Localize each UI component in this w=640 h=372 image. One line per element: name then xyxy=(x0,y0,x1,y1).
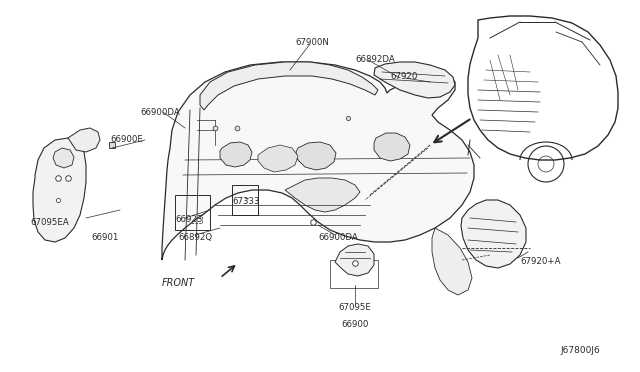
Polygon shape xyxy=(200,62,378,110)
Polygon shape xyxy=(33,138,86,242)
Text: 67333: 67333 xyxy=(232,197,259,206)
Polygon shape xyxy=(374,62,455,98)
Text: 66900DA: 66900DA xyxy=(140,108,180,117)
Polygon shape xyxy=(220,142,252,167)
Polygon shape xyxy=(432,228,472,295)
Polygon shape xyxy=(461,200,526,268)
Text: 66900E: 66900E xyxy=(110,135,143,144)
Text: J67800J6: J67800J6 xyxy=(560,346,600,355)
Polygon shape xyxy=(162,62,474,260)
Text: 67920: 67920 xyxy=(390,72,417,81)
Text: 66900DA: 66900DA xyxy=(318,233,358,242)
Polygon shape xyxy=(258,145,298,172)
Text: FRONT: FRONT xyxy=(162,278,195,288)
Polygon shape xyxy=(68,128,100,152)
Polygon shape xyxy=(53,148,74,168)
Polygon shape xyxy=(374,133,410,161)
Polygon shape xyxy=(285,178,360,212)
Polygon shape xyxy=(335,244,374,276)
Text: 67095E: 67095E xyxy=(339,303,371,312)
Text: 67920+A: 67920+A xyxy=(520,257,561,266)
Text: 67900N: 67900N xyxy=(295,38,329,47)
Text: 67095EA: 67095EA xyxy=(30,218,68,227)
Bar xyxy=(330,260,378,288)
Bar xyxy=(180,198,202,223)
Text: 66923: 66923 xyxy=(175,215,202,224)
Text: 66892Q: 66892Q xyxy=(178,233,212,242)
Text: 66892DA: 66892DA xyxy=(355,55,395,64)
Polygon shape xyxy=(296,142,336,170)
Text: 66901: 66901 xyxy=(92,233,118,242)
Text: 66900: 66900 xyxy=(341,320,369,329)
